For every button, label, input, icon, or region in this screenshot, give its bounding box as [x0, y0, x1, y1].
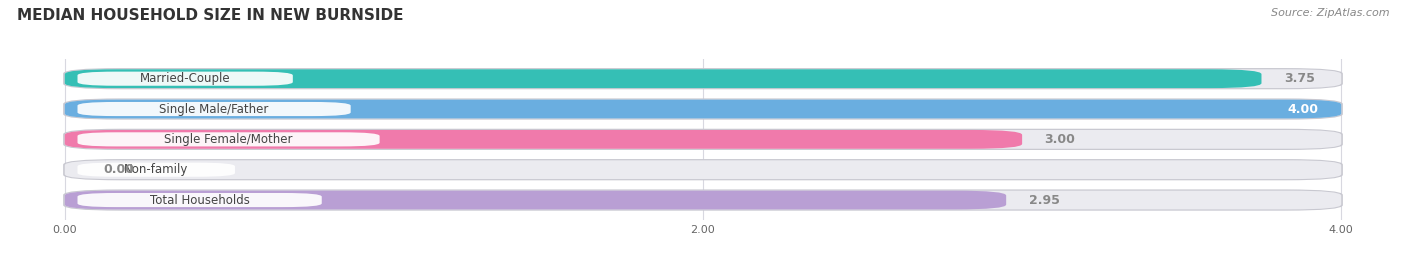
FancyBboxPatch shape [65, 100, 1341, 118]
FancyBboxPatch shape [63, 98, 1343, 120]
Text: Single Female/Mother: Single Female/Mother [165, 133, 292, 146]
FancyBboxPatch shape [77, 193, 322, 207]
FancyBboxPatch shape [63, 159, 1343, 180]
FancyBboxPatch shape [63, 68, 1343, 89]
FancyBboxPatch shape [65, 69, 1261, 88]
Text: Single Male/Father: Single Male/Father [159, 103, 269, 116]
Text: Total Households: Total Households [149, 193, 249, 207]
FancyBboxPatch shape [63, 189, 1343, 211]
FancyBboxPatch shape [77, 163, 235, 177]
FancyBboxPatch shape [65, 191, 1007, 210]
FancyBboxPatch shape [63, 129, 1343, 150]
FancyBboxPatch shape [65, 130, 1022, 149]
FancyBboxPatch shape [65, 130, 1341, 149]
Text: 4.00: 4.00 [1288, 103, 1319, 116]
FancyBboxPatch shape [65, 160, 1341, 179]
Text: 3.75: 3.75 [1284, 72, 1315, 85]
Text: Source: ZipAtlas.com: Source: ZipAtlas.com [1271, 8, 1389, 18]
Text: Non-family: Non-family [124, 163, 188, 176]
FancyBboxPatch shape [77, 72, 292, 86]
Text: Married-Couple: Married-Couple [139, 72, 231, 85]
FancyBboxPatch shape [65, 69, 1341, 88]
Text: 0.00: 0.00 [103, 163, 134, 176]
FancyBboxPatch shape [77, 132, 380, 146]
FancyBboxPatch shape [65, 191, 1341, 210]
Text: 2.95: 2.95 [1029, 193, 1059, 207]
FancyBboxPatch shape [77, 102, 350, 116]
FancyBboxPatch shape [65, 100, 1341, 118]
Text: MEDIAN HOUSEHOLD SIZE IN NEW BURNSIDE: MEDIAN HOUSEHOLD SIZE IN NEW BURNSIDE [17, 8, 404, 23]
Text: 3.00: 3.00 [1045, 133, 1076, 146]
